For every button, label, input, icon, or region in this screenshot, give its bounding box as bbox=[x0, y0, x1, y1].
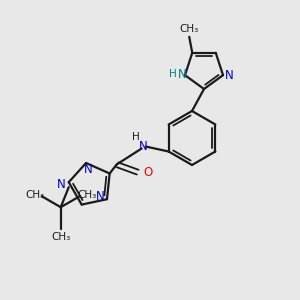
Text: N: N bbox=[57, 178, 66, 191]
Text: CH₃: CH₃ bbox=[180, 24, 199, 34]
Text: CH₃: CH₃ bbox=[77, 190, 96, 200]
Text: N: N bbox=[96, 190, 104, 203]
Text: H: H bbox=[169, 69, 177, 79]
Text: N: N bbox=[178, 68, 186, 81]
Text: O: O bbox=[143, 166, 152, 179]
Text: N: N bbox=[139, 140, 148, 153]
Text: N: N bbox=[84, 164, 92, 176]
Text: CH₃: CH₃ bbox=[51, 232, 70, 242]
Text: N: N bbox=[225, 69, 233, 82]
Text: CH₃: CH₃ bbox=[25, 190, 44, 200]
Text: H: H bbox=[132, 133, 140, 142]
